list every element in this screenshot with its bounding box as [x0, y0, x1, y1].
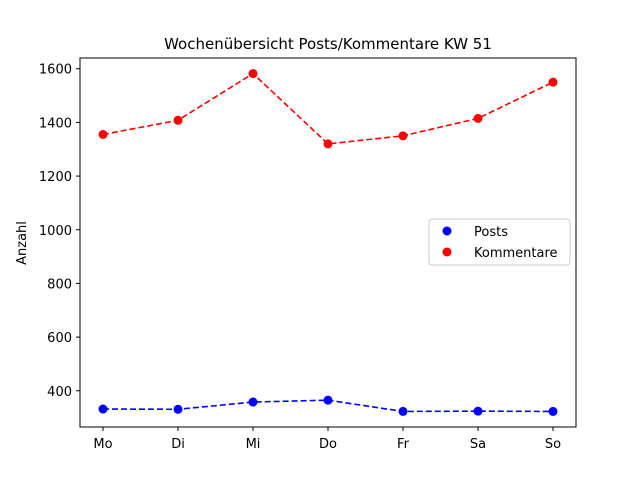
- chart-title: Wochenübersicht Posts/Kommentare KW 51: [164, 35, 492, 53]
- data-point-kommentare: [548, 77, 558, 87]
- x-tick-label: Mi: [246, 437, 261, 452]
- data-point-posts: [548, 406, 558, 416]
- plot-frame: [79, 57, 577, 428]
- y-tick-label: 800: [47, 277, 72, 292]
- data-point-kommentare: [98, 129, 108, 139]
- data-point-kommentare: [323, 139, 333, 149]
- y-tick-label: 600: [47, 331, 72, 346]
- x-tick-label: Sa: [470, 437, 486, 452]
- data-point-kommentare: [248, 69, 258, 79]
- plot-area: Mo Di Mi Do Fr Sa So 400 600 800 1000 1200 1400 1600: [39, 63, 561, 452]
- legend-box: [428, 218, 571, 266]
- y-tick-label: 400: [47, 385, 72, 400]
- y-tick-label: 1600: [39, 63, 72, 78]
- legend-marker-kommentare: [442, 247, 452, 257]
- x-tick-label: Do: [319, 437, 337, 452]
- legend-label-posts: Posts: [474, 225, 508, 240]
- data-point-posts: [248, 397, 258, 407]
- data-point-posts: [98, 404, 108, 414]
- y-tick-label: 1400: [39, 116, 72, 131]
- x-tick-label: Mo: [93, 437, 112, 452]
- data-point-kommentare: [473, 113, 483, 123]
- legend: Posts Kommentare: [428, 218, 571, 266]
- x-tick-label: Fr: [397, 437, 410, 452]
- data-point-posts: [473, 406, 483, 416]
- y-tick-label: 1200: [39, 170, 72, 185]
- data-point-kommentare: [173, 115, 183, 125]
- y-axis-label: Anzahl: [15, 221, 30, 265]
- data-point-posts: [323, 395, 333, 405]
- legend-label-kommentare: Kommentare: [474, 246, 558, 261]
- data-point-posts: [398, 406, 408, 416]
- data-point-posts: [173, 404, 183, 414]
- x-tick-label: So: [545, 437, 561, 452]
- data-point-kommentare: [398, 131, 408, 141]
- x-tick-label: Di: [171, 437, 185, 452]
- y-tick-label: 1000: [39, 224, 72, 239]
- legend-marker-posts: [442, 226, 452, 236]
